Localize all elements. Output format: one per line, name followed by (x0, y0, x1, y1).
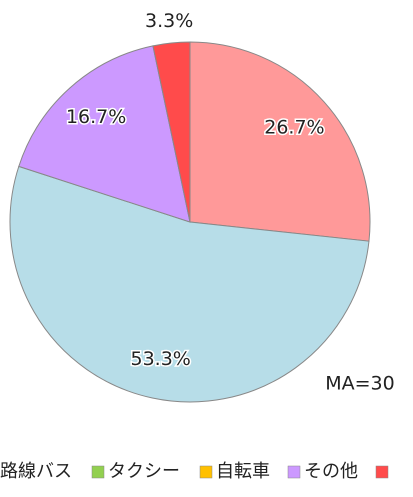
legend-label: タクシー (108, 461, 180, 482)
data-label: 16.7% (66, 106, 126, 128)
pie-slice (189, 41, 371, 242)
legend-marker (287, 465, 301, 479)
pie-slice (9, 165, 370, 403)
legend-marker (91, 465, 105, 479)
annotation: MA=30 (325, 373, 395, 395)
legend-marker (199, 465, 213, 479)
pie-slice (152, 41, 191, 223)
pie-slice (18, 45, 191, 223)
data-label: 53.3% (130, 348, 190, 370)
legend-label: 自転車 (216, 461, 270, 482)
data-label: 26.7% (264, 117, 324, 139)
data-label: 3.3% (145, 10, 193, 32)
legend-marker (375, 465, 389, 479)
legend-label: その他 (304, 461, 358, 482)
legend-label: 路線バス (0, 461, 72, 482)
